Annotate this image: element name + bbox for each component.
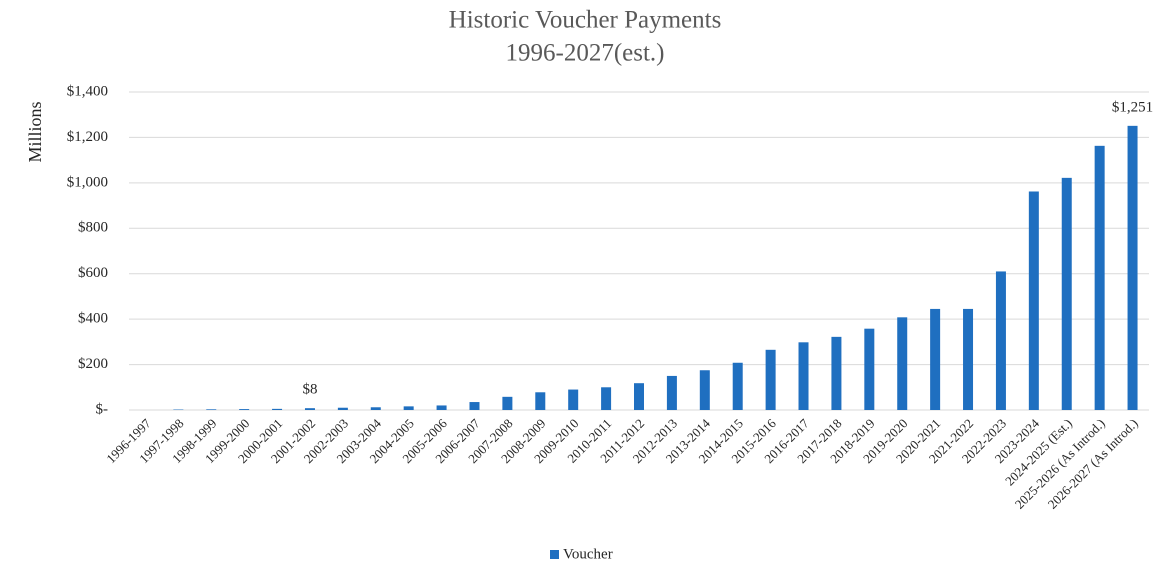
bar	[370, 407, 381, 410]
bar	[1094, 145, 1105, 410]
legend-swatch	[550, 550, 559, 559]
bar	[798, 342, 809, 410]
bar	[1028, 191, 1039, 410]
bar	[963, 308, 974, 410]
bar	[436, 405, 447, 410]
bar	[930, 308, 941, 410]
bar	[601, 387, 612, 410]
bar	[699, 370, 710, 410]
bar	[634, 383, 644, 410]
y-tick-label: $400	[78, 311, 108, 327]
bar	[864, 328, 875, 410]
y-tick-label: $800	[78, 220, 108, 236]
y-tick-label: $1,200	[67, 129, 108, 145]
bar	[206, 409, 217, 410]
chart-title: Historic Voucher Payments	[449, 7, 722, 34]
bar	[1127, 125, 1138, 410]
chart-subtitle: 1996-2027(est.)	[506, 40, 665, 67]
bar	[272, 408, 283, 410]
y-axis-label: Millions	[25, 101, 45, 162]
data-label: $8	[302, 382, 317, 398]
legend-label: Voucher	[563, 546, 613, 562]
bar	[1061, 177, 1072, 410]
bar	[304, 408, 315, 410]
bar	[337, 407, 348, 410]
y-tick-label: $-	[96, 401, 109, 417]
bar	[666, 375, 677, 410]
bar	[403, 406, 414, 410]
bar	[239, 409, 250, 410]
bar	[469, 402, 480, 410]
y-tick-label: $1,400	[67, 83, 108, 99]
bar	[732, 362, 743, 410]
bar	[995, 271, 1006, 410]
bar	[831, 336, 842, 410]
bar	[765, 349, 776, 410]
y-tick-label: $1,000	[67, 174, 108, 190]
bar	[535, 392, 546, 410]
bar	[897, 317, 908, 410]
bar	[502, 396, 513, 410]
bar	[568, 389, 579, 410]
data-label: $1,251	[1112, 99, 1153, 115]
y-tick-label: $200	[78, 356, 108, 372]
y-tick-label: $600	[78, 265, 108, 281]
